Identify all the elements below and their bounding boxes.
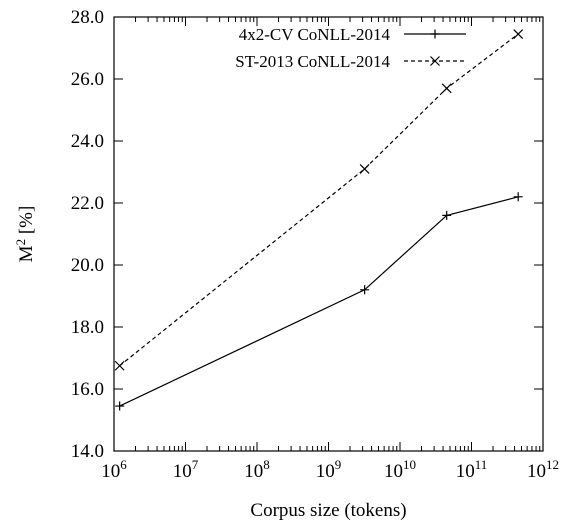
y-axis-label-base: M	[16, 245, 37, 262]
plot-area-border	[113, 16, 544, 452]
y-tick-label: 28.0	[71, 7, 104, 28]
y-axis-label-superscript: 2	[13, 239, 28, 246]
y-tick-label: 14.0	[71, 441, 104, 462]
data-point-series-1	[442, 210, 452, 220]
x-axis-ticks: 106 107 108 109 1010 1011 1012	[101, 17, 559, 482]
x-tick-label: 107	[173, 457, 199, 482]
plot-frame	[113, 16, 544, 452]
data-point-series-2	[359, 163, 370, 174]
data-point-series-1	[115, 401, 125, 411]
x-tick-label: 106	[101, 457, 127, 482]
x-tick-label: 1011	[456, 457, 488, 482]
y-tick-label: 24.0	[71, 131, 104, 152]
y-tick-label: 18.0	[71, 317, 104, 338]
series-line-1	[119, 196, 519, 407]
x-tick-label: 108	[244, 457, 270, 482]
x-tick-label: 1012	[527, 457, 559, 482]
x-tick-label: 1010	[384, 457, 416, 482]
y-tick-label: 20.0	[71, 255, 104, 276]
series-line-2	[119, 33, 519, 367]
series-layer	[114, 29, 524, 411]
data-point-series-2	[513, 29, 524, 39]
data-point-series-1	[513, 192, 523, 202]
data-point-series-1	[360, 285, 370, 295]
y-tick-label: 26.0	[71, 69, 104, 90]
legend-label: 4x2-CV CoNLL-2014	[239, 25, 391, 44]
legend-swatch-marker	[430, 56, 440, 66]
y-axis-label: M2 [%]	[13, 206, 37, 263]
y-tick-label: 16.0	[71, 379, 104, 400]
legend-label: ST-2013 CoNLL-2014	[235, 52, 390, 71]
legend: 4x2-CV CoNLL-2014 ST-2013 CoNLL-2014	[235, 25, 466, 71]
y-tick-label: 22.0	[71, 193, 104, 214]
data-point-series-2	[441, 83, 452, 94]
legend-swatch-marker	[430, 29, 440, 39]
y-axis-ticks: 14.0 16.0 18.0 20.0 22.0 24.0 26.0 28.0	[71, 7, 543, 462]
x-axis-label: Corpus size (tokens)	[250, 500, 406, 521]
data-point-series-2	[114, 360, 125, 371]
y-axis-label-unit: [%]	[16, 206, 37, 239]
x-tick-label: 109	[316, 457, 342, 482]
